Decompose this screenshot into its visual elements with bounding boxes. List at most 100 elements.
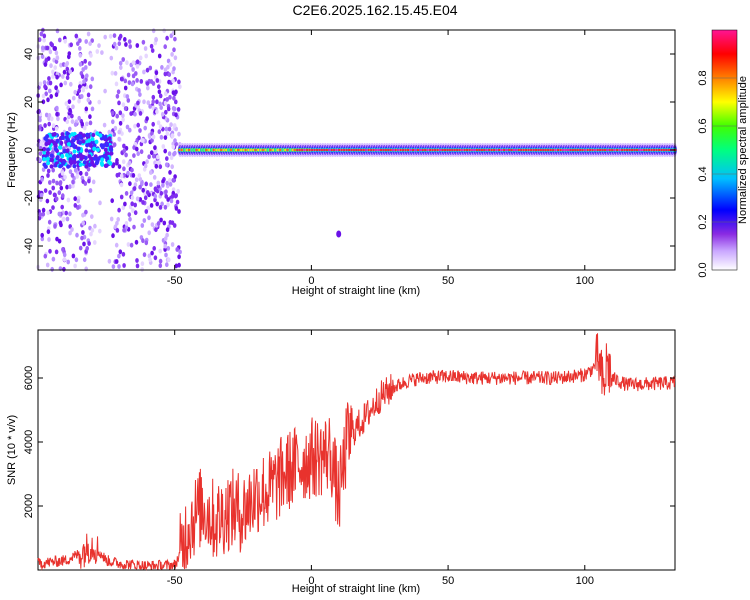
heatmap-cell (76, 146, 81, 151)
heatmap-cell (152, 153, 156, 159)
heatmap-cell (74, 33, 79, 39)
heatmap-cell (163, 100, 168, 106)
heatmap-cell (146, 205, 151, 211)
heatmap-cell (127, 39, 132, 44)
heatmap-cell (56, 116, 60, 122)
heatmap-cell (103, 88, 107, 94)
heatmap-cell (121, 117, 125, 123)
heatmap-cell (44, 91, 48, 97)
top-x-axis-label: Height of straight line (km) (292, 285, 420, 297)
heatmap-cell (46, 168, 51, 174)
heatmap-cell (67, 99, 72, 105)
heatmap-cell (110, 198, 114, 204)
spectrogram-heatmap (36, 27, 678, 272)
heatmap-cell (115, 93, 120, 99)
heatmap-cell (46, 229, 51, 235)
heatmap-cell (95, 159, 100, 164)
heatmap-cell (38, 117, 42, 123)
heatmap-cell (49, 153, 54, 158)
heatmap-cell (157, 129, 162, 135)
heatmap-cell (132, 224, 136, 230)
heatmap-cell (72, 149, 77, 154)
heatmap-cell (116, 89, 121, 95)
heatmap-cell (88, 41, 92, 46)
heatmap-cell (65, 75, 70, 81)
heatmap-cell (61, 217, 65, 223)
heatmap-cell (108, 33, 113, 39)
heatmap-cell (61, 193, 65, 199)
heatmap-cell (85, 246, 89, 251)
heatmap-cell (170, 194, 175, 199)
heatmap-cell (150, 48, 155, 53)
bottom-x-axis-label: Height of straight line (km) (292, 583, 420, 595)
heatmap-cell (175, 199, 180, 205)
snr-series-line (37, 333, 676, 571)
heatmap-cell (115, 220, 119, 226)
heatmap-cell (63, 174, 67, 180)
heatmap-cell (164, 109, 168, 115)
heatmap-cell (155, 201, 159, 207)
heatmap-cell (90, 76, 95, 82)
heatmap-cell (93, 223, 97, 229)
heatmap-cell (78, 46, 82, 51)
heatmap-cell (126, 242, 131, 247)
heatmap-cell (155, 78, 160, 83)
heatmap-cell (48, 248, 52, 254)
heatmap-cell (73, 196, 77, 202)
top-y-axis-label: Frequency (Hz) (6, 112, 18, 188)
heatmap-cell (72, 95, 76, 101)
heatmap-cell (93, 240, 97, 245)
heatmap-cell (86, 31, 91, 37)
heatmap-cell (165, 180, 169, 186)
heatmap-cell (162, 28, 166, 34)
heatmap-cell (72, 144, 77, 149)
heatmap-cell (160, 111, 165, 117)
heatmap-cell (167, 126, 172, 132)
heatmap-cell (170, 133, 175, 139)
heatmap-cell (113, 71, 118, 76)
heatmap-cell (88, 84, 93, 90)
heatmap-cell (169, 155, 174, 161)
heatmap-cell (109, 55, 114, 61)
heatmap-cell (123, 201, 127, 207)
heatmap-cell (68, 230, 72, 236)
heatmap-cell (175, 247, 179, 252)
heatmap-cell (53, 46, 57, 51)
heatmap-cell (151, 121, 155, 127)
heatmap-cell (153, 149, 158, 155)
heatmap-cell (115, 113, 119, 119)
heatmap-cell (43, 62, 48, 67)
heatmap-cell (81, 139, 86, 144)
x-tick-label: -50 (167, 575, 183, 587)
heatmap-cell (114, 259, 119, 264)
heatmap-cell (174, 89, 178, 95)
y-tick-label: 20 (23, 96, 35, 108)
heatmap-cell (87, 178, 91, 184)
heatmap-cell (112, 142, 117, 148)
heatmap-cell (80, 235, 84, 241)
heatmap-cell (159, 217, 163, 223)
heatmap-cell (159, 105, 163, 110)
heatmap-cell (128, 127, 132, 133)
heatmap-cell (54, 92, 59, 98)
heatmap-cell (111, 233, 115, 239)
y-tick-label: 0 (23, 147, 35, 153)
heatmap-cell (54, 50, 59, 56)
heatmap-cell (166, 202, 170, 208)
heatmap-cell (76, 198, 80, 204)
heatmap-cell (68, 107, 72, 113)
heatmap-cell (81, 212, 85, 218)
heatmap-cell (139, 149, 144, 155)
heatmap-cell (125, 94, 130, 99)
heatmap-cell (156, 180, 161, 186)
heatmap-cell (134, 239, 139, 245)
heatmap-cell (68, 184, 72, 190)
heatmap-cell (170, 242, 175, 247)
heatmap-cell (135, 263, 140, 269)
heatmap-cell (135, 43, 140, 48)
heatmap-cell (138, 111, 143, 116)
heatmap-cell (47, 237, 51, 242)
heatmap-cell (121, 159, 126, 165)
heatmap-cell (41, 167, 46, 173)
heatmap-cell (95, 147, 100, 152)
